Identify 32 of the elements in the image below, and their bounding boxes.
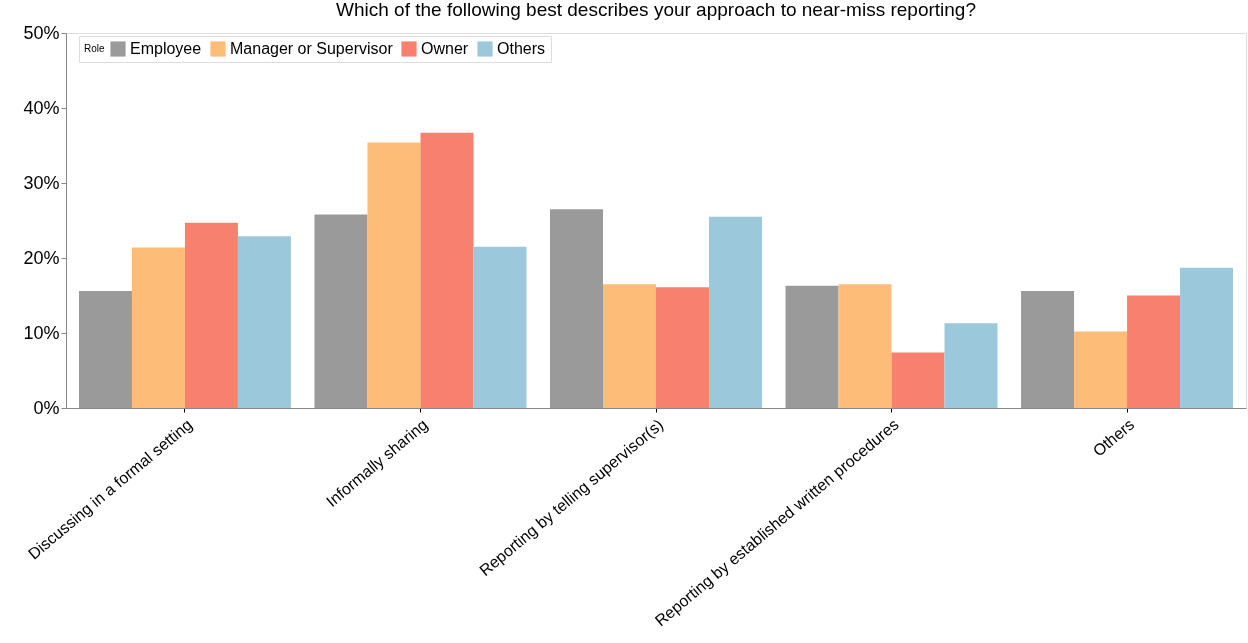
legend-label: Manager or Supervisor (230, 40, 394, 57)
legend-label: Others (497, 40, 546, 57)
bar (473, 246, 527, 408)
bar (367, 142, 421, 408)
bar (1180, 267, 1234, 408)
legend-label: Employee (130, 40, 202, 57)
bar (891, 352, 945, 408)
bar (131, 247, 185, 408)
legend-title: Role (84, 43, 105, 54)
bar (1021, 291, 1075, 408)
bar (237, 236, 291, 408)
bar (838, 284, 892, 408)
bar (314, 214, 368, 408)
y-tick-label: 50% (23, 22, 60, 43)
y-tick-label: 10% (23, 322, 60, 343)
bar (420, 132, 474, 408)
chart-title: Which of the following best describes your approach to near-miss reporting? (336, 0, 976, 20)
y-tick-label: 40% (23, 97, 60, 118)
legend-label: Owner (421, 40, 469, 57)
y-tick-label: 0% (33, 397, 60, 418)
bar (78, 291, 132, 408)
bar (1127, 295, 1181, 408)
bar (656, 287, 709, 408)
bar (1074, 331, 1128, 408)
bar (603, 284, 656, 408)
bar (785, 285, 839, 408)
bar (708, 216, 762, 408)
bar (550, 209, 604, 408)
y-tick-label: 20% (23, 247, 60, 268)
bar (184, 222, 238, 408)
bar (944, 323, 998, 408)
y-tick-label: 30% (23, 172, 60, 193)
